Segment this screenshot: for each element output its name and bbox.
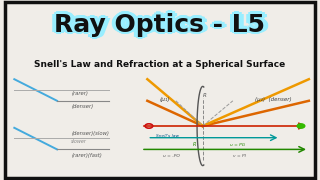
Text: u = PG: u = PG — [230, 143, 245, 147]
Text: Ray Optics - L5: Ray Optics - L5 — [52, 14, 263, 38]
Text: u = -PO: u = -PO — [163, 154, 180, 158]
Text: Ray Optics - L5: Ray Optics - L5 — [54, 15, 266, 39]
Text: (μ₁): (μ₁) — [160, 97, 171, 102]
Text: Snell's Law and Refraction at a Spherical Surface: Snell's Law and Refraction at a Spherica… — [34, 60, 286, 69]
Text: Ray Optics - L5: Ray Optics - L5 — [57, 14, 268, 38]
Text: (μ₂)  (denser): (μ₂) (denser) — [255, 97, 292, 102]
Text: Ray Optics - L5: Ray Optics - L5 — [54, 13, 266, 37]
Text: Snell's law: Snell's law — [156, 134, 179, 138]
Text: Ray Optics - L5: Ray Optics - L5 — [54, 10, 266, 34]
Text: Ray Optics - L5: Ray Optics - L5 — [54, 10, 266, 34]
Text: (denser): (denser) — [71, 104, 93, 109]
Circle shape — [297, 124, 305, 128]
Text: Ray Optics - L5: Ray Optics - L5 — [59, 13, 270, 37]
Text: (rarer)(fast): (rarer)(fast) — [71, 153, 102, 158]
Text: Ray Optics - L5: Ray Optics - L5 — [54, 15, 266, 39]
Text: R: R — [193, 142, 196, 147]
Text: (rarer): (rarer) — [71, 91, 88, 96]
Text: v = PI: v = PI — [233, 154, 246, 158]
Text: R: R — [203, 93, 207, 98]
Text: slower: slower — [71, 139, 87, 144]
Text: Ray Optics - L5: Ray Optics - L5 — [57, 11, 268, 35]
Text: Ray Optics - L5: Ray Optics - L5 — [52, 11, 263, 35]
Text: Ray Optics - L5: Ray Optics - L5 — [58, 13, 269, 37]
Text: (denser)(slow): (denser)(slow) — [71, 131, 109, 136]
Text: Ray Optics - L5: Ray Optics - L5 — [51, 13, 262, 37]
Text: Ray Optics - L5: Ray Optics - L5 — [50, 13, 261, 37]
